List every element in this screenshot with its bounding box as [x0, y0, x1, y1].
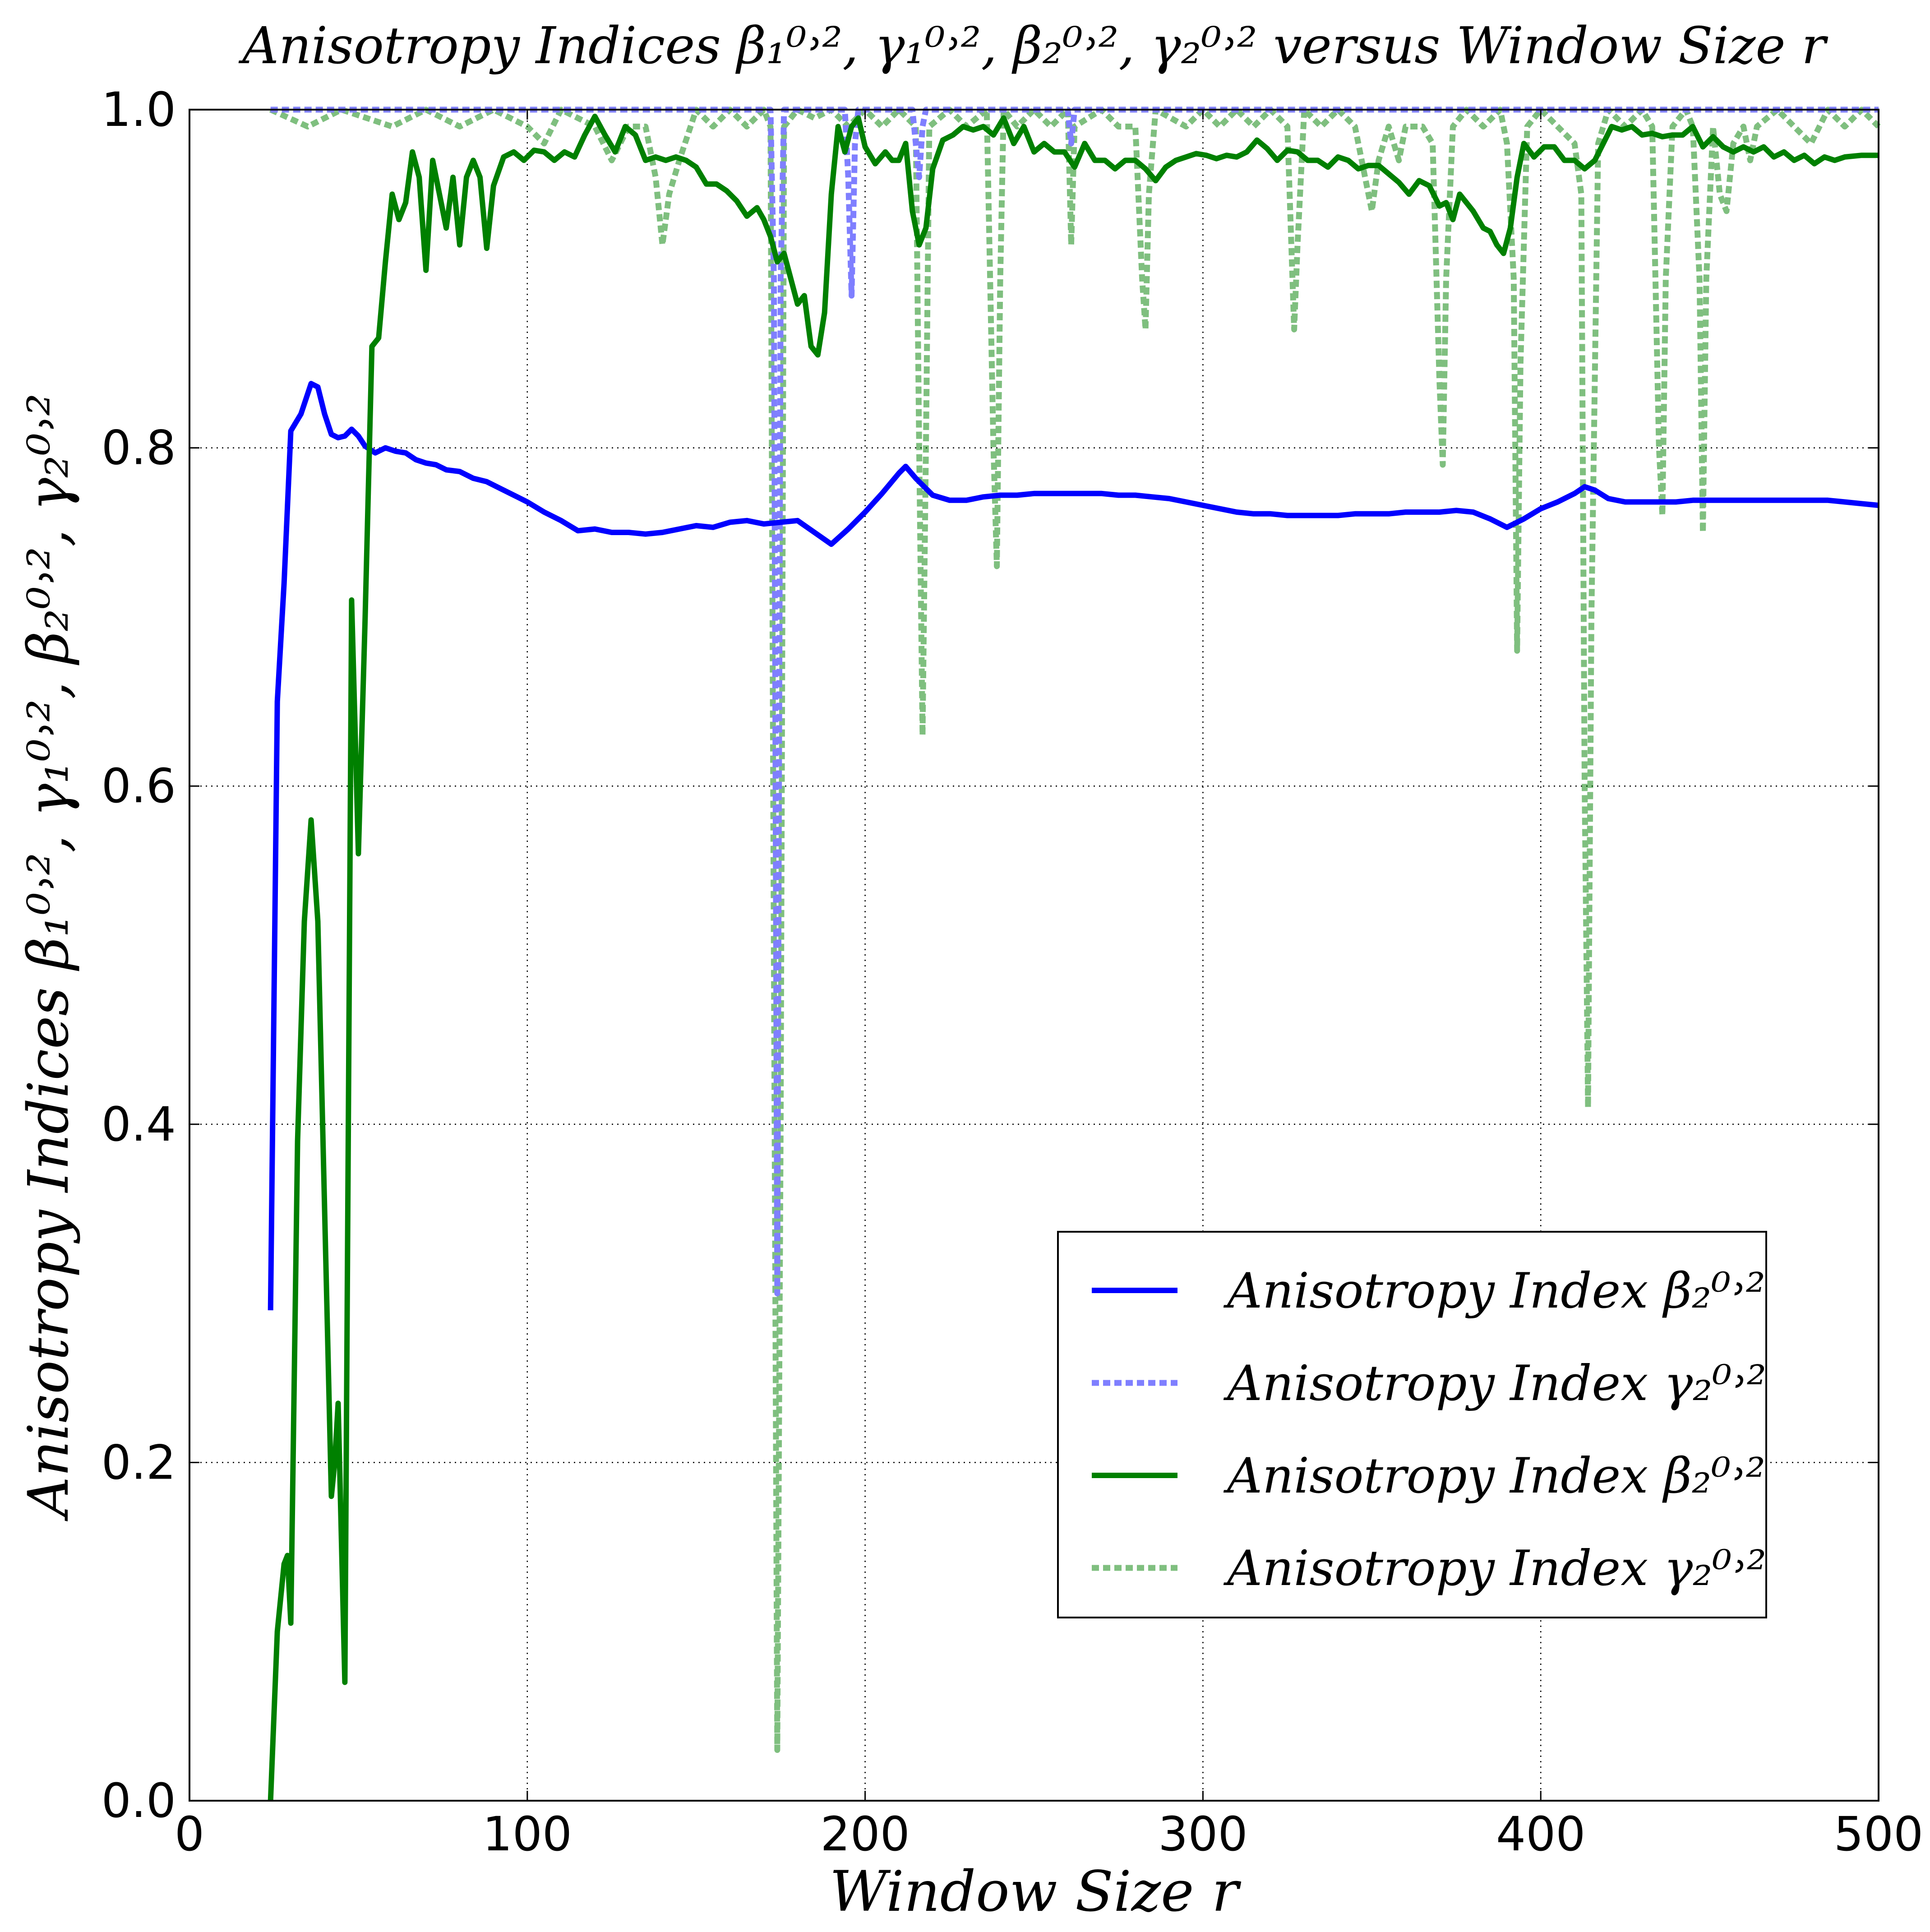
x-tick-label: 0	[175, 1807, 204, 1862]
legend-label: Anisotropy Index γ₂⁰˒²	[1223, 1540, 1766, 1597]
y-tick-label: 0.0	[102, 1773, 176, 1828]
legend: Anisotropy Index β₂⁰˒² Anisotropy Index γ…	[1057, 1231, 1767, 1618]
grid-layer	[189, 110, 1879, 1801]
x-axis-label: Window Size r	[830, 1859, 1242, 1924]
legend-label: Anisotropy Index γ₂⁰˒²	[1223, 1355, 1766, 1412]
y-tick-label: 0.6	[102, 758, 176, 813]
x-tick-label: 200	[820, 1807, 910, 1862]
x-tick-label: 500	[1834, 1807, 1924, 1862]
tick-layer: 0 100 200 300 400 500 0.0 0.2 0.4 0.6 0.8 1.0	[102, 82, 1924, 1862]
y-axis-label: Anisotropy Indices β₁⁰˒², γ₁⁰˒², β₂⁰˒², …	[16, 393, 81, 1522]
series-line-2	[268, 114, 1879, 1801]
series-layer	[268, 106, 1881, 1801]
series-line-1	[270, 106, 1879, 1297]
y-tick-label: 0.8	[102, 421, 176, 476]
series-line-0	[268, 381, 1879, 1311]
chart-title: Anisotropy Indices β₁⁰˒², γ₁⁰˒², β₂⁰˒², …	[238, 17, 1828, 75]
legend-label: Anisotropy Index β₂⁰˒²	[1223, 1263, 1765, 1319]
legend-frame	[1057, 1231, 1767, 1618]
y-tick-label: 1.0	[102, 82, 176, 137]
x-tick-label: 400	[1496, 1807, 1586, 1862]
x-tick-label: 100	[483, 1807, 573, 1862]
y-tick-label: 0.2	[102, 1435, 176, 1490]
plot-frame	[189, 109, 1879, 1802]
legend-label: Anisotropy Index β₂⁰˒²	[1223, 1448, 1765, 1504]
y-tick-label: 0.4	[102, 1097, 176, 1152]
x-tick-label: 300	[1158, 1807, 1248, 1862]
